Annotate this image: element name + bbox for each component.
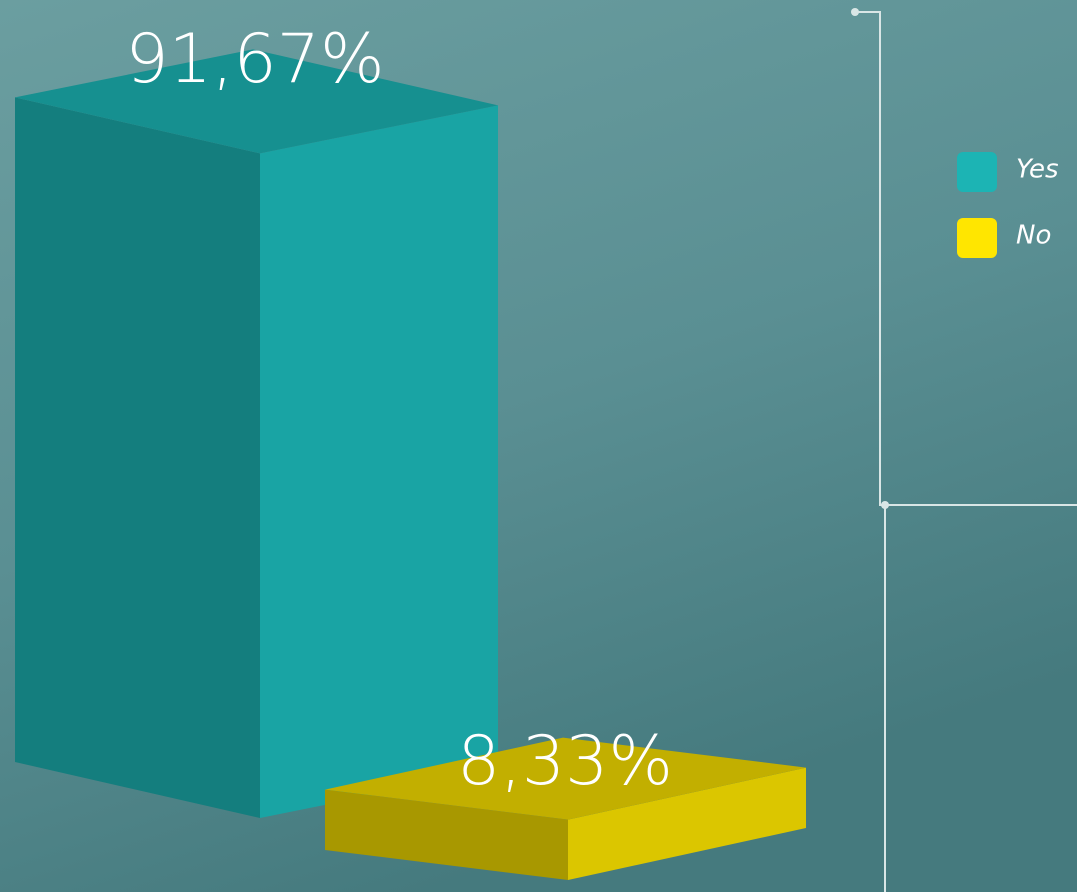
bar-top-face <box>325 737 806 820</box>
legend-label: No <box>1016 221 1051 251</box>
value-label: 8,33% <box>457 722 673 801</box>
value-label: 91,67% <box>125 20 384 99</box>
legend: Yes No <box>957 152 1059 258</box>
connector-dot <box>881 501 889 509</box>
bar-left-face <box>325 789 568 880</box>
bars: 91,67% 8,33% <box>15 20 806 880</box>
connector-dot <box>851 8 859 16</box>
bar-right-face <box>260 105 498 818</box>
bar-top-face <box>15 49 498 154</box>
bar-left-face <box>15 97 260 818</box>
decor-lines <box>855 11 1077 892</box>
bar-right-face <box>568 767 806 880</box>
legend-swatch <box>957 218 997 258</box>
connector-line <box>855 11 1077 506</box>
legend-label: Yes <box>1016 155 1059 185</box>
legend-swatch <box>957 152 997 192</box>
